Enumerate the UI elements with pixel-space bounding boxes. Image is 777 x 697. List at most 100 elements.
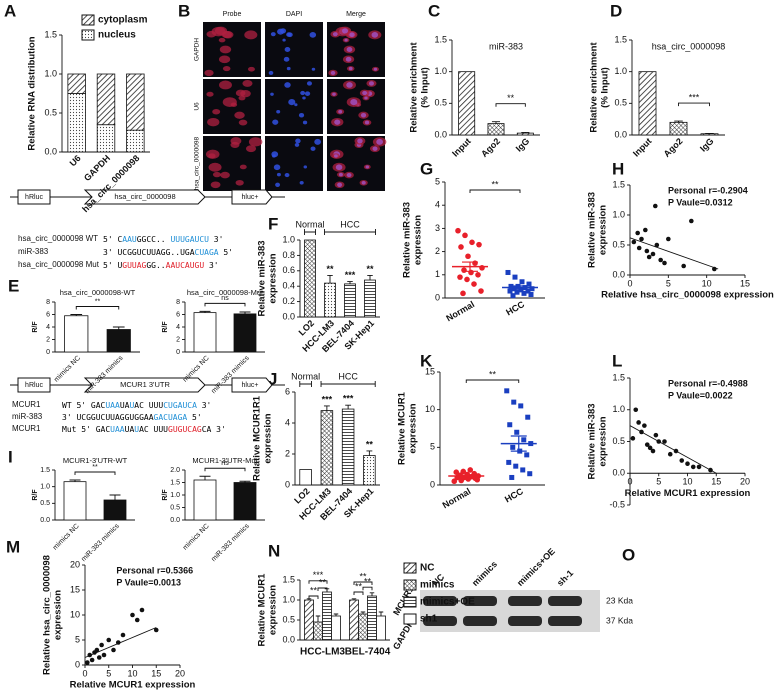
significance-label: **: [491, 179, 499, 189]
x-tick-label: 0: [82, 668, 87, 678]
dapi-signal: [357, 138, 363, 144]
chart-title: MCUR1-3'UTR-Mut: [192, 456, 258, 465]
y-tick-label: 1.5: [282, 574, 295, 584]
bar: [322, 591, 332, 641]
dot: [509, 474, 515, 480]
dapi-signal: [279, 28, 287, 34]
significance-label: **: [326, 264, 334, 274]
y-tick-label: 8: [176, 299, 180, 306]
sequence-label: MCUR1: [12, 400, 41, 409]
error-bar: [199, 310, 211, 313]
legend-label: sh1: [420, 614, 438, 625]
dapi-signal: [372, 146, 378, 151]
y-tick-label: 0.0: [434, 129, 447, 139]
dapi-signal: [348, 66, 353, 71]
dot: [461, 267, 467, 273]
dapi-signal: [335, 164, 343, 171]
sequence-segment: 3': [204, 261, 218, 270]
construct-insert: [83, 189, 206, 205]
error-bar: [360, 611, 366, 614]
stat-label: Personal r=0.5366: [116, 565, 193, 575]
row-label: U6: [194, 102, 201, 111]
x-tick-label: Ago2: [479, 136, 502, 159]
legend-label: NC: [420, 563, 434, 574]
y-axis-label: expression: [413, 215, 424, 265]
sequence: Mut 5' GACUAAUAUAC UUUGUGUCAGCA 3': [62, 425, 226, 434]
blot-size: 23 Kda: [606, 595, 633, 605]
sequence-segment: AAU: [122, 235, 137, 244]
x-tick-label: HCC: [503, 486, 525, 505]
y-tick-label: 0.0: [170, 517, 180, 524]
y-tick-label: 0.0: [40, 517, 50, 524]
error-bar: [345, 404, 352, 410]
error-bar: [351, 598, 357, 600]
x-tick-label: mimics NC: [52, 523, 81, 552]
probe-signal: [247, 66, 255, 72]
x-tick-label: 15: [711, 477, 721, 487]
dot: [479, 265, 485, 271]
sequence-segment: GGCC..: [137, 235, 171, 244]
construct-box: [17, 377, 51, 393]
y-axis-label: Relative MCUR1: [397, 391, 408, 465]
sequence-label: MCUR1: [12, 424, 41, 433]
x-tick-label: miR-383 mimics: [210, 522, 251, 563]
dot: [526, 281, 532, 287]
panel-letter: H: [612, 159, 624, 178]
fit-line: [629, 237, 719, 270]
dot: [467, 467, 474, 473]
dot: [518, 403, 524, 409]
column-header: DAPI: [286, 11, 302, 18]
y-tick-label: 8: [46, 299, 50, 306]
y-tick-label: 2: [46, 336, 50, 343]
construct-left: hRluc: [25, 382, 43, 389]
dot: [508, 283, 514, 289]
y-tick-label: 1.5: [170, 479, 180, 486]
probe-signal: [219, 80, 232, 90]
dapi-signal: [304, 91, 311, 96]
dapi-signal: [371, 32, 379, 38]
legend-label: mimics: [420, 580, 455, 591]
y-axis-label: Relative MCUR1R1: [252, 395, 263, 481]
dapi-signal: [334, 119, 341, 125]
sem-bar: [458, 474, 475, 478]
significance-label: **: [92, 464, 98, 471]
legend-label: cytoplasm: [98, 15, 148, 26]
dot: [513, 463, 519, 469]
bar: [364, 279, 376, 318]
error-bar: [347, 281, 353, 284]
x-tick-label: Normal: [444, 299, 476, 323]
y-tick-label: 4: [176, 324, 180, 331]
y-tick-label: 1.5: [44, 29, 57, 39]
micrograph: [265, 79, 323, 134]
point: [685, 461, 690, 467]
bar-segment: [67, 93, 86, 153]
dot: [471, 281, 477, 287]
point: [96, 655, 102, 660]
dot: [507, 288, 513, 294]
point: [631, 239, 637, 245]
dapi-signal: [344, 38, 348, 42]
dot: [460, 468, 467, 475]
probe-signal: [218, 37, 226, 43]
group-bracket: [324, 229, 376, 235]
dot: [469, 239, 475, 246]
probe-signal: [206, 30, 217, 38]
point: [653, 432, 659, 438]
y-tick-label: 0.0: [614, 129, 627, 139]
y-axis-label: expression: [408, 403, 419, 453]
dot: [529, 286, 535, 292]
significance-label: **: [366, 264, 374, 274]
dot: [476, 241, 482, 248]
x-tick-label: 5: [656, 477, 661, 487]
bar: [341, 408, 355, 486]
point: [666, 236, 671, 242]
dot: [504, 388, 510, 394]
y-tick-label: 0.5: [612, 239, 625, 249]
y-tick-label: 1.5: [614, 34, 627, 44]
bar: [363, 455, 376, 486]
y-axis-label: expression: [53, 590, 64, 640]
sequence-segment: AC UUU: [134, 401, 163, 410]
sequence-segment: U: [134, 425, 139, 434]
y-tick-label: 0: [176, 349, 180, 356]
point: [120, 632, 126, 638]
